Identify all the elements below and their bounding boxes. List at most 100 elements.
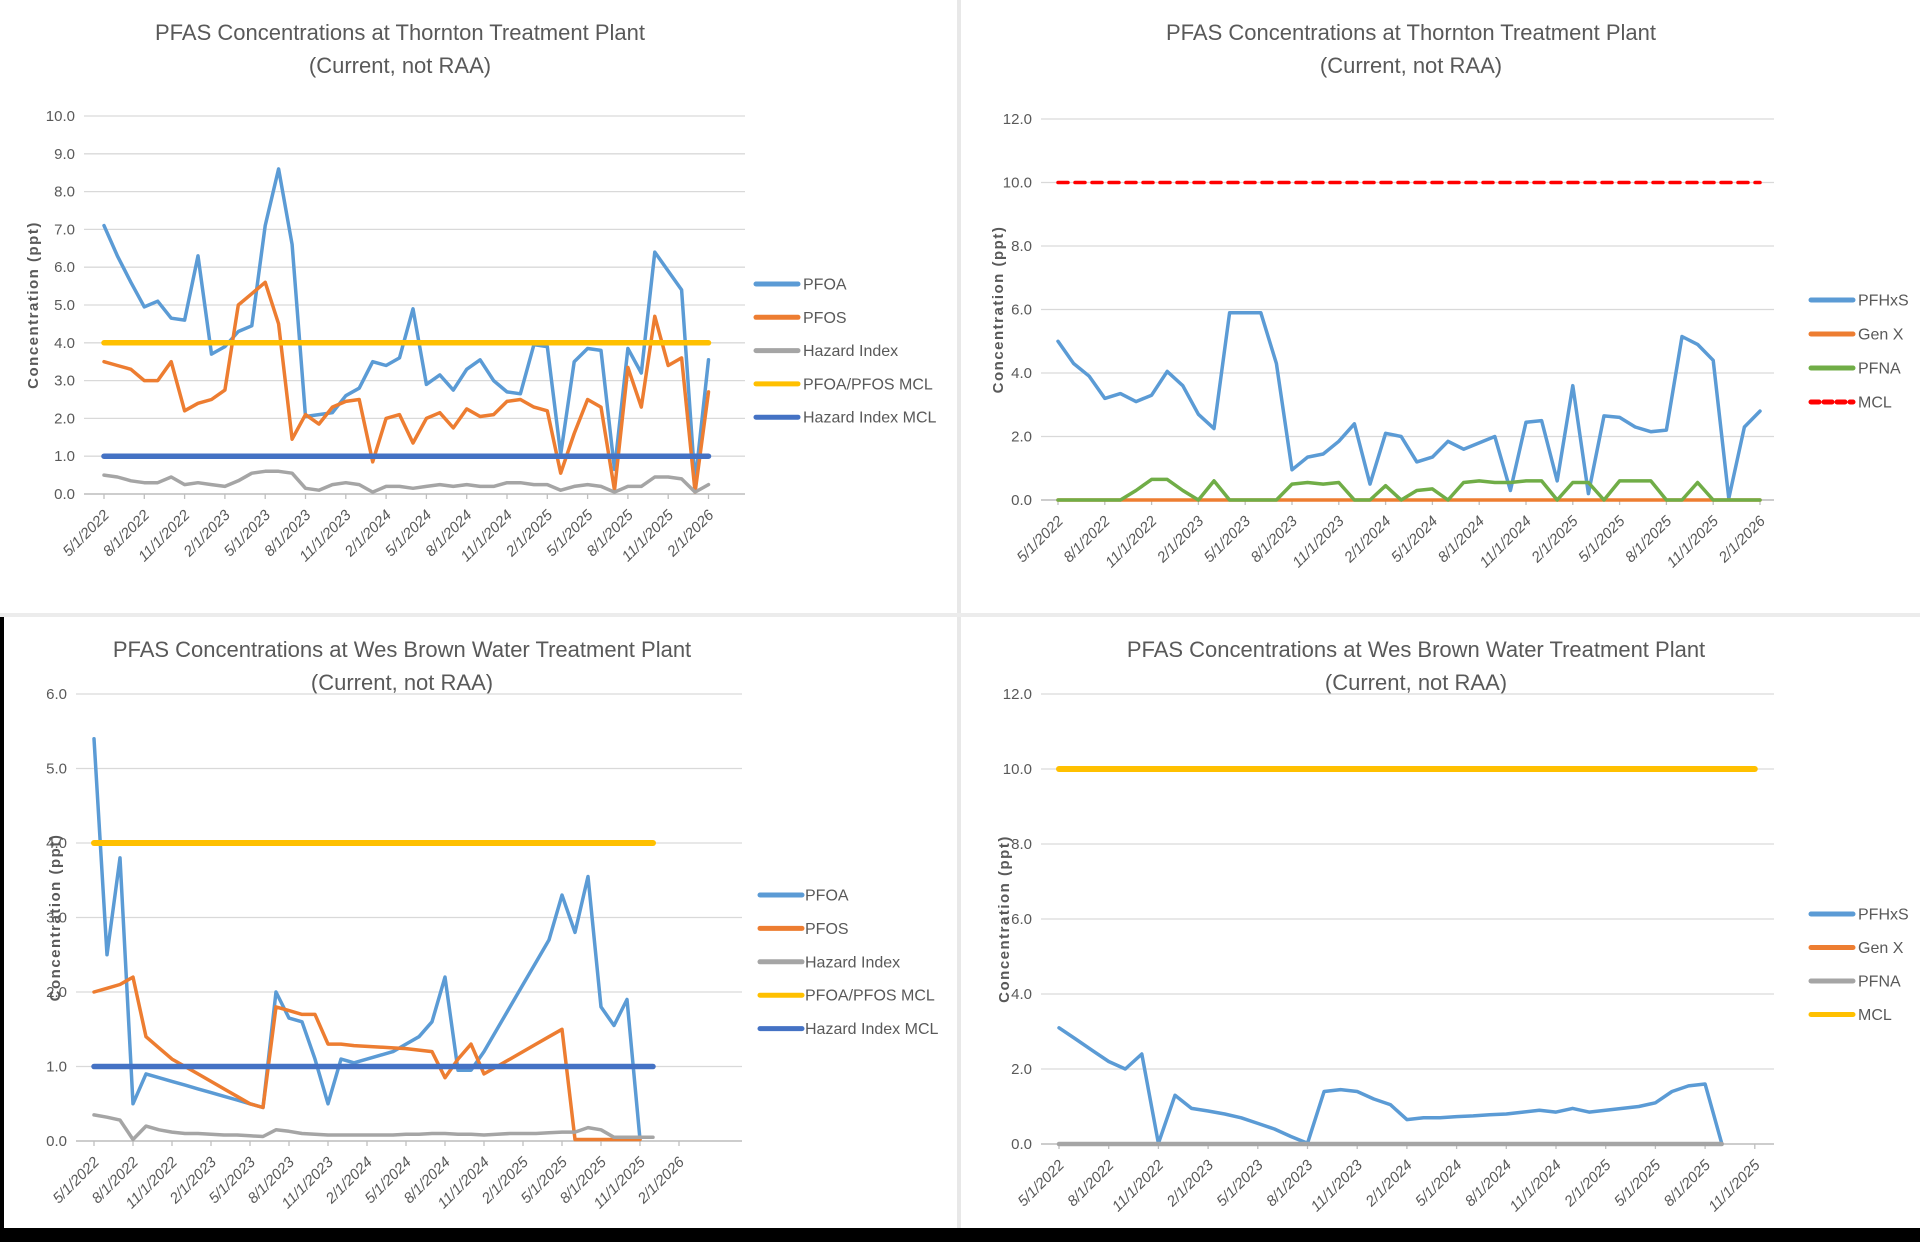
legend-label-pfos: PFOS	[803, 310, 847, 327]
x-tick-label: 5/1/2022	[1014, 512, 1068, 566]
series-line-pfos	[102, 280, 711, 494]
x-tick-label: 5/1/2022	[1015, 1156, 1069, 1210]
y-tick-label: 4.0	[46, 835, 67, 852]
chart-subtitle: (Current, not RAA)	[1325, 670, 1507, 695]
y-axis-title: Concentration (ppt)	[990, 226, 1007, 394]
y-tick-label: 9.0	[54, 146, 75, 163]
legend-label-hazard-index-mcl: Hazard Index MCL	[805, 1021, 938, 1038]
legend-label-pfhxs: PFHxS	[1858, 907, 1909, 924]
x-tick-label: 11/1/2025	[1705, 1156, 1764, 1215]
legend-label-gen-x: Gen X	[1858, 327, 1904, 344]
series-line-hazard-index	[92, 1113, 655, 1142]
x-tick-label: 5/1/2025	[1575, 512, 1629, 566]
x-tick-label: 2/1/2023	[1153, 512, 1207, 566]
y-tick-label: 4.0	[1011, 365, 1032, 382]
x-tick-label: 5/1/2025	[1611, 1156, 1665, 1210]
legend-label-pfoa: PFOA	[805, 888, 849, 905]
y-tick-label: 6.0	[54, 259, 75, 276]
y-tick-label: 4.0	[1011, 986, 1032, 1003]
x-tick-label: 2/1/2025	[1561, 1156, 1615, 1210]
x-tick-label: 11/1/2024	[1506, 1157, 1564, 1215]
x-tick-label: 5/1/2023	[1213, 1156, 1267, 1210]
x-tick-label: 2/1/2025	[1528, 512, 1582, 566]
y-tick-label: 5.0	[54, 297, 75, 314]
y-tick-label: 0.0	[1011, 492, 1032, 509]
chart-panel-wesbrown-pfoa-pfos: PFAS Concentrations at Wes Brown Water T…	[4, 617, 957, 1228]
legend-label-pfoa-pfos-mcl: PFOA/PFOS MCL	[805, 988, 935, 1005]
chart-subtitle: (Current, not RAA)	[309, 53, 491, 78]
chart-panel-wesbrown-pfhxs: PFAS Concentrations at Wes Brown Water T…	[961, 617, 1920, 1228]
x-tick-label: 5/1/2024	[1412, 1157, 1465, 1210]
y-tick-label: 2.0	[1011, 1061, 1032, 1078]
legend-label-pfna: PFNA	[1858, 361, 1901, 378]
left-border-bar	[0, 617, 4, 1228]
chart-svg: PFAS Concentrations at Wes Brown Water T…	[996, 637, 1909, 1215]
legend-label-pfoa-pfos-mcl: PFOA/PFOS MCL	[803, 376, 933, 393]
y-tick-label: 8.0	[54, 184, 75, 201]
y-tick-label: 6.0	[46, 686, 67, 703]
chart-panel-thornton-pfoa-pfos: PFAS Concentrations at Thornton Treatmen…	[0, 0, 957, 613]
series-line-pfoa	[102, 167, 711, 485]
x-tick-label: 2/1/2024	[1340, 513, 1394, 567]
y-axis-title: Concentration (ppt)	[996, 835, 1013, 1003]
chart-title: PFAS Concentrations at Thornton Treatmen…	[155, 20, 645, 45]
legend-label-mcl: MCL	[1858, 1007, 1892, 1024]
chart-title: PFAS Concentrations at Wes Brown Water T…	[113, 637, 691, 662]
legend-label-hazard-index: Hazard Index	[805, 954, 900, 971]
chart-title: PFAS Concentrations at Thornton Treatmen…	[1166, 20, 1656, 45]
series-line-pfoa	[92, 736, 642, 1142]
y-tick-label: 3.0	[54, 373, 75, 390]
x-tick-label: 2/1/2023	[1163, 1156, 1217, 1210]
legend-label-mcl: MCL	[1858, 395, 1892, 412]
x-tick-label: 5/1/2023	[1201, 512, 1255, 566]
x-tick-label: 11/1/2024	[1476, 513, 1534, 571]
y-tick-label: 3.0	[46, 910, 67, 927]
x-tick-label: 5/1/2024	[1388, 513, 1441, 566]
x-tick-label: 11/1/2025	[1664, 512, 1723, 571]
y-tick-label: 0.0	[54, 486, 75, 503]
legend-label-gen-x: Gen X	[1858, 940, 1904, 957]
chart-panel-thornton-pfhxs: PFAS Concentrations at Thornton Treatmen…	[961, 0, 1920, 613]
y-tick-label: 0.0	[1011, 1136, 1032, 1153]
legend-label-hazard-index-mcl: Hazard Index MCL	[803, 410, 936, 427]
y-tick-label: 0.0	[46, 1133, 67, 1150]
series-line-pfna	[1056, 477, 1762, 502]
y-axis-title: Concentration (ppt)	[47, 834, 64, 1002]
chart-svg: PFAS Concentrations at Wes Brown Water T…	[46, 637, 938, 1212]
x-tick-label: 11/1/2022	[1102, 512, 1161, 571]
x-tick-label: 2/1/2026	[1715, 512, 1769, 566]
panel-divider-horizontal	[0, 613, 1920, 617]
y-tick-label: 2.0	[1011, 429, 1032, 446]
legend-label-pfoa: PFOA	[803, 277, 847, 294]
y-axis-title: Concentration (ppt)	[25, 221, 42, 389]
y-tick-label: 6.0	[1011, 911, 1032, 928]
y-tick-label: 8.0	[1011, 836, 1032, 853]
y-tick-label: 10.0	[1003, 761, 1032, 778]
y-tick-label: 7.0	[54, 221, 75, 238]
y-tick-label: 12.0	[1003, 111, 1032, 128]
y-tick-label: 12.0	[1003, 686, 1032, 703]
x-tick-label: 11/1/2023	[1308, 1156, 1367, 1215]
x-tick-label: 11/1/2023	[1289, 512, 1348, 571]
legend-label-pfna: PFNA	[1858, 974, 1901, 991]
x-tick-label: 11/1/2022	[1109, 1156, 1168, 1215]
y-tick-label: 1.0	[46, 1059, 67, 1076]
legend-label-hazard-index: Hazard Index	[803, 343, 898, 360]
legend-label-pfhxs: PFHxS	[1858, 293, 1909, 310]
y-tick-label: 10.0	[46, 108, 75, 125]
chart-svg: PFAS Concentrations at Thornton Treatmen…	[25, 20, 936, 565]
series-line-pfhxs	[1057, 1026, 1724, 1146]
y-tick-label: 6.0	[1011, 302, 1032, 319]
chart-subtitle: (Current, not RAA)	[1320, 53, 1502, 78]
y-tick-label: 5.0	[46, 761, 67, 778]
series-line-pfhxs	[1056, 310, 1762, 501]
legend-label-pfos: PFOS	[805, 921, 849, 938]
chart-svg: PFAS Concentrations at Thornton Treatmen…	[990, 20, 1909, 571]
y-tick-label: 10.0	[1003, 175, 1032, 192]
y-tick-label: 2.0	[54, 410, 75, 427]
y-tick-label: 2.0	[46, 984, 67, 1001]
y-tick-label: 1.0	[54, 448, 75, 465]
series-line-hazard-index	[102, 469, 711, 494]
chart-subtitle: (Current, not RAA)	[311, 670, 493, 695]
